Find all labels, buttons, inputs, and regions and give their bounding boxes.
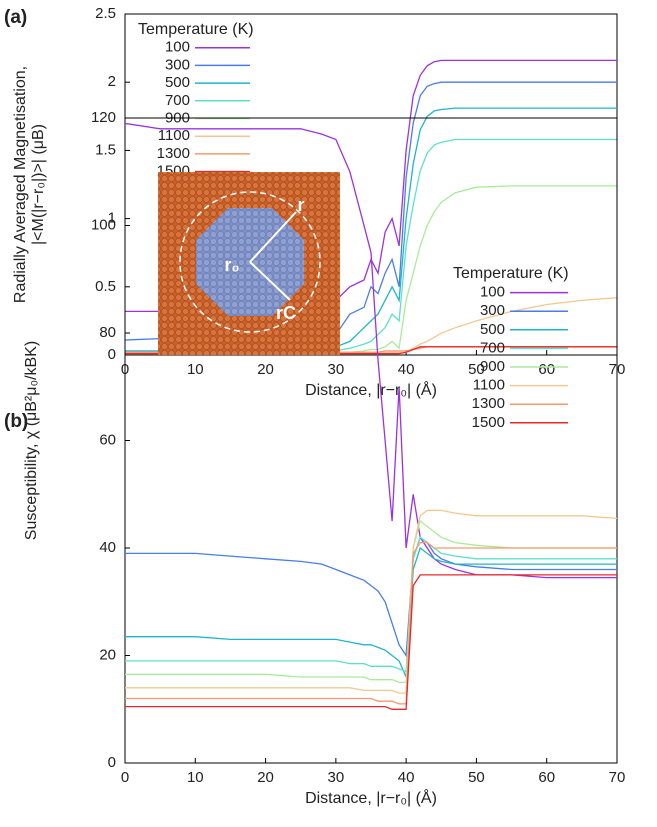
series-line [125,574,617,710]
legend-title: Temperature (K) [138,21,254,38]
legend-label: 1100 [473,377,505,394]
series-line [125,519,617,684]
legend-label: 900 [480,358,505,375]
y-tick-label: 100 [91,216,116,233]
y-tick-label: 1 [108,210,116,227]
series-line [125,536,617,673]
y-tick-label: 80 [99,324,116,341]
x-axis-label: Distance, |r−r₀| (Å) [305,788,437,807]
x-tick-label: 60 [538,361,555,378]
inset-label: r₀ [224,255,239,275]
x-axis-label: Distance, |r−r₀| (Å) [305,380,437,399]
legend-label: 1300 [472,395,505,412]
x-tick-label: 50 [468,361,485,378]
y-axis-label: Radially Averaged Magnetisation, [12,66,29,303]
x-tick-label: 0 [121,769,129,786]
y-tick-label: 60 [99,431,116,448]
x-tick-label: 20 [257,769,274,786]
legend-label: 1300 [157,145,190,162]
y-axis-label: |<M(|r−r₀|)>| (μB) [30,124,47,245]
x-tick-label: 70 [609,769,626,786]
x-tick-label: 10 [187,769,204,786]
legend-label: 700 [165,92,190,109]
x-tick-label: 60 [538,769,555,786]
y-axis-label: Susceptibility, χ (μB²μ₀/kBK) [23,341,40,540]
y-tick-label: 120 [91,109,116,126]
legend-label: 1500 [472,414,505,431]
legend-label: 500 [165,74,190,91]
legend-label: 300 [480,302,505,319]
series-line [125,541,617,705]
inset-label: r [297,195,304,215]
inset-arrow [249,261,291,301]
series-line [125,509,618,694]
inset-circle [179,191,321,333]
y-tick-label: 1.5 [95,141,116,158]
legend-label: 100 [480,284,505,301]
y-tick-label: 40 [99,539,116,556]
y-tick-label: 0.5 [95,278,116,295]
y-tick-label: 0 [108,754,116,771]
x-tick-label: 50 [468,769,485,786]
x-tick-label: 40 [398,361,415,378]
series-line [125,536,617,658]
legend-label: 100 [165,39,190,56]
x-tick-label: 30 [328,769,345,786]
inset: r r₀ rC [158,172,340,355]
series-line [125,546,617,678]
x-tick-label: 40 [398,769,415,786]
legend-label: 500 [480,321,505,338]
legend-label: 1100 [158,127,190,144]
y-tick-label: 0 [108,346,116,363]
y-tick-label: 20 [99,646,116,663]
x-tick-label: 10 [187,361,204,378]
legend-title: Temperature (K) [453,265,569,282]
inset-arrow [249,211,297,263]
legend-label: 300 [165,56,190,73]
panel-label: (a) [4,7,27,28]
y-tick-label: 2.5 [95,5,116,22]
x-tick-label: 20 [257,361,274,378]
series-line [124,122,617,579]
legend-label: 700 [480,339,505,356]
inset-label: rC [276,303,296,323]
y-tick-label: 2 [108,73,116,90]
x-tick-label: 30 [328,361,345,378]
panel-label: (b) [4,411,28,432]
